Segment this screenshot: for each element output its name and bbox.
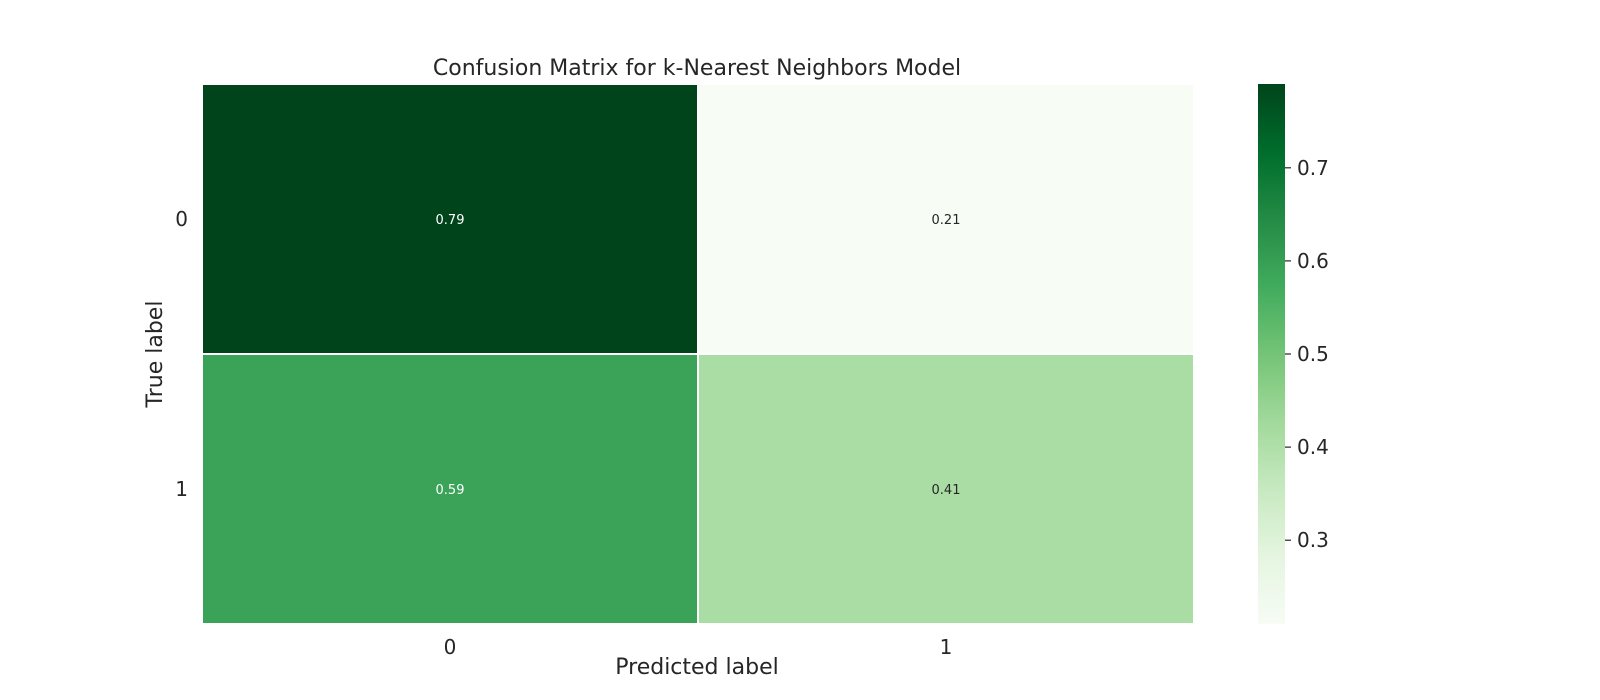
y-axis-label: True label	[143, 301, 168, 409]
cell-value-label-r0-c1: 0.21	[932, 213, 961, 228]
colorbar: 0.3 0.4 0.5 0.6 0.7	[1258, 84, 1329, 624]
x-axis-label: Predicted label	[615, 655, 778, 680]
x-tick-label-0: 0	[444, 635, 457, 659]
colorbar-ticks: 0.3 0.4 0.5 0.6 0.7	[1285, 156, 1329, 552]
colorbar-tick-label-4: 0.7	[1297, 156, 1329, 180]
y-tick-label-0: 0	[175, 207, 188, 231]
chart-title: Confusion Matrix for k-Nearest Neighbors…	[433, 56, 961, 81]
cell-value-label-r0-c0: 0.79	[436, 213, 465, 228]
colorbar-gradient	[1258, 84, 1285, 624]
x-tick-label-1: 1	[940, 635, 953, 659]
colorbar-tick-label-3: 0.6	[1297, 249, 1329, 273]
colorbar-tick-label-0: 0.3	[1297, 528, 1329, 552]
heatmap-cell-r1-c0	[201, 353, 699, 625]
heatmap-cells: 0.79 0.21 0.59 0.41	[201, 83, 1195, 625]
heatmap-cell-r0-c1	[697, 83, 1195, 355]
colorbar-tick-label-1: 0.4	[1297, 435, 1329, 459]
heatmap-cell-r0-c0	[201, 83, 699, 355]
cell-value-label-r1-c1: 0.41	[932, 483, 961, 498]
y-tick-label-1: 1	[175, 477, 188, 501]
colorbar-tick-label-2: 0.5	[1297, 342, 1329, 366]
heatmap-cell-r1-c1	[697, 353, 1195, 625]
cell-value-label-r1-c0: 0.59	[436, 483, 465, 498]
y-axis-ticks: 01	[175, 207, 188, 501]
